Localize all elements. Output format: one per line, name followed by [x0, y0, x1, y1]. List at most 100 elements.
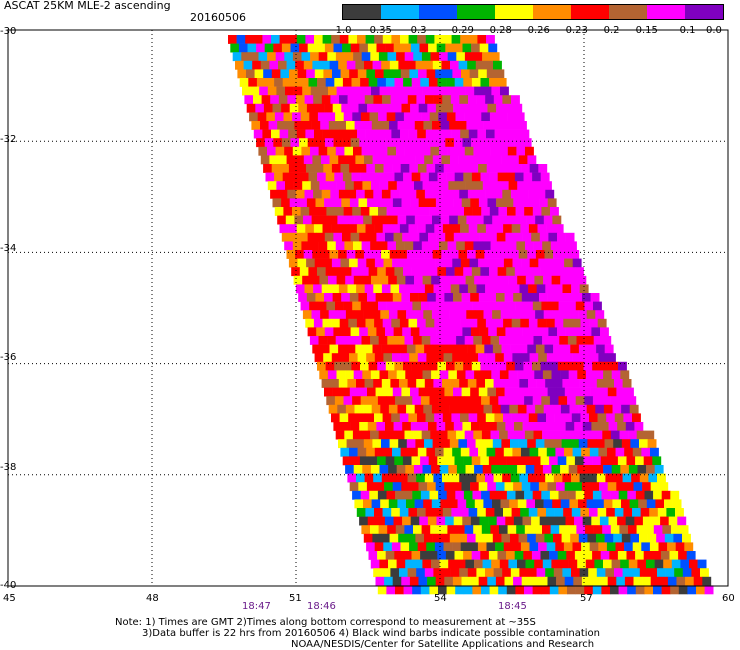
swath-cell	[557, 456, 567, 466]
swath-cell	[443, 542, 453, 552]
swath-cell	[516, 336, 526, 345]
swath-cell	[263, 164, 272, 173]
swath-cell	[384, 387, 394, 397]
swath-cell	[370, 370, 380, 380]
lon-label: 51	[289, 593, 302, 604]
swath-cell	[484, 439, 494, 449]
swath-cell	[517, 559, 526, 569]
swath-cell	[621, 439, 631, 449]
swath-cell	[506, 490, 516, 500]
swath-cell	[278, 95, 288, 105]
swath-cell	[421, 430, 431, 440]
swath-cell	[367, 198, 376, 208]
swath-cell	[428, 43, 437, 53]
swath-cell	[539, 327, 549, 337]
swath-cell	[471, 456, 481, 466]
swath-cell	[338, 189, 348, 199]
swath-cell	[477, 542, 487, 552]
swath-cell	[327, 146, 337, 156]
swath-cell	[279, 35, 289, 44]
swath-cell	[438, 112, 448, 122]
swath-cell	[628, 465, 638, 474]
swath-cell	[509, 499, 519, 509]
swath-cell	[522, 422, 532, 431]
swath-cell	[654, 559, 664, 569]
swath-cell	[381, 568, 391, 578]
swath-cell	[520, 508, 530, 517]
swath-cell	[621, 499, 630, 509]
swath-cell	[331, 164, 341, 173]
swath-cell	[454, 78, 464, 87]
swath-cell	[362, 181, 372, 191]
swath-cell	[613, 533, 623, 543]
swath-cell	[461, 387, 471, 397]
swath-cell	[522, 138, 532, 148]
swath-cell	[646, 559, 655, 569]
swath-cell	[552, 499, 562, 509]
swath-cell	[486, 129, 495, 139]
swath-cell	[257, 112, 267, 122]
swath-cell	[428, 172, 438, 182]
swath-cell	[522, 327, 532, 337]
swath-cell	[345, 181, 355, 191]
swath-cell	[424, 155, 434, 165]
swath-cell	[537, 413, 547, 423]
swath-cell	[495, 258, 505, 268]
swath-cell	[306, 103, 316, 113]
swath-cell	[673, 533, 683, 543]
swath-cell	[368, 361, 378, 371]
swath-cell	[428, 551, 438, 560]
swath-cell	[608, 516, 618, 526]
swath-cell	[368, 172, 378, 182]
swath-cell	[487, 293, 497, 302]
swath-cell	[350, 43, 360, 53]
swath-cell	[319, 86, 329, 96]
swath-cell	[542, 559, 552, 569]
swath-cell	[446, 361, 455, 371]
swath-cell	[590, 387, 600, 397]
swath-cell	[408, 413, 418, 423]
swath-cell	[541, 490, 551, 500]
swath-cell	[509, 310, 519, 320]
swath-cell	[396, 465, 406, 474]
swath-cell	[643, 456, 653, 466]
swath-cell	[566, 267, 576, 277]
swath-cell	[444, 576, 454, 586]
swath-cell	[575, 361, 584, 371]
swath-cell	[353, 370, 363, 380]
swath-cell	[385, 456, 395, 466]
swath-cell	[324, 103, 333, 113]
swath-cell	[289, 198, 299, 208]
swath-cell	[328, 310, 338, 320]
swath-cell	[545, 568, 555, 578]
swath-cell	[355, 439, 365, 449]
swath-cell	[362, 370, 372, 380]
swath-cell	[291, 172, 301, 182]
swath-cell	[433, 95, 443, 105]
swath-cell	[460, 508, 469, 517]
swath-cell	[539, 198, 548, 208]
swath-cell	[585, 430, 594, 440]
swath-cell	[496, 422, 506, 431]
swath-cell	[303, 215, 312, 225]
swath-cell	[517, 465, 526, 474]
swath-cell	[587, 344, 597, 354]
swath-cell	[352, 112, 362, 122]
swath-cell	[275, 146, 285, 156]
swath-cell	[471, 551, 481, 560]
swath-cell	[384, 198, 394, 208]
swath-cell	[410, 198, 419, 208]
swath-cell	[417, 224, 426, 234]
swath-cell	[461, 103, 471, 113]
swath-cell	[456, 430, 465, 440]
swath-cell	[532, 207, 542, 216]
swath-cell	[532, 396, 542, 406]
swath-cell	[450, 473, 460, 483]
swath-cell	[432, 60, 442, 70]
swath-cell	[547, 293, 557, 302]
swath-cell	[329, 155, 339, 165]
swath-cell	[392, 353, 401, 363]
swath-cell	[307, 43, 317, 53]
swath-cell	[357, 35, 366, 44]
swath-cell	[523, 361, 533, 371]
